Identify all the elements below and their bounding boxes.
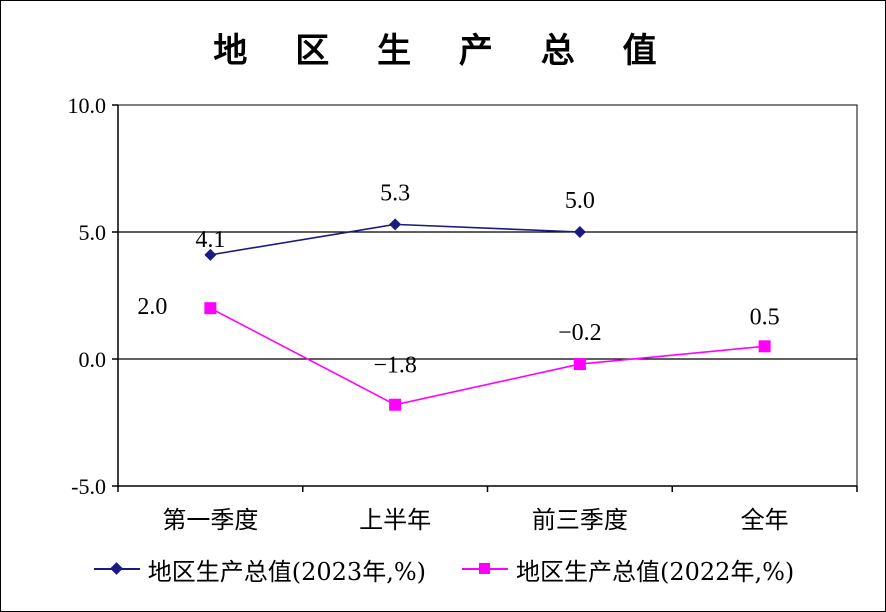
legend-swatch-2023 bbox=[93, 559, 140, 579]
y-tick-label-1: 5.0 bbox=[79, 220, 107, 245]
legend-label-2022: 地区生产总值(2022年,%) bbox=[516, 557, 795, 586]
series-1-data-label-0: 2.0 bbox=[137, 294, 167, 320]
x-tick-label-0: 第一季度 bbox=[162, 507, 258, 534]
x-tick-label-2: 前三季度 bbox=[532, 507, 628, 534]
series-1-point-1 bbox=[389, 398, 402, 411]
x-tick-label-1: 上半年 bbox=[359, 507, 431, 534]
legend-item-2022: 地区生产总值(2022年,%) bbox=[462, 552, 794, 587]
legend-swatch-2022 bbox=[462, 559, 508, 579]
legend: 地区生产总值(2023年,%) 地区生产总值(2022年,%) bbox=[1, 549, 885, 589]
series-0-data-label-2: 5.0 bbox=[565, 188, 595, 214]
series-1-point-2 bbox=[573, 358, 586, 371]
y-tick-label-0: 10.0 bbox=[68, 93, 107, 118]
series-0-data-label-1: 5.3 bbox=[380, 180, 410, 206]
series-0-data-label-0: 4.1 bbox=[195, 227, 225, 253]
series-1-data-label-3: 0.5 bbox=[750, 304, 780, 330]
series-0-point-2 bbox=[573, 226, 586, 238]
y-tick-label-3: -5.0 bbox=[71, 474, 106, 499]
plot-area bbox=[117, 104, 858, 487]
series-line-1 bbox=[210, 307, 765, 406]
series-1-point-3 bbox=[758, 340, 771, 353]
y-tick-label-2: 0.0 bbox=[79, 347, 107, 372]
x-tick-label-3: 全年 bbox=[741, 507, 789, 534]
plot-svg: 10.0 5.0 0.0 -5.0 第一季度 上半年 前三季度 全年 4.1 5.3 5.0 2.0… bbox=[68, 93, 858, 534]
chart-title: 地 区 生 产 总 值 bbox=[213, 31, 675, 71]
series-1-data-label-2: −0.2 bbox=[558, 320, 602, 346]
series-0-point-1 bbox=[389, 218, 402, 231]
series-1-point-0 bbox=[204, 302, 217, 315]
series bbox=[204, 218, 771, 411]
series-0-point-0 bbox=[204, 248, 217, 261]
gridlines bbox=[118, 231, 857, 360]
legend-item-2023: 地区生产总值(2023年,%) bbox=[93, 552, 426, 587]
data-labels: 4.1 5.3 5.0 2.0 −1.8 −0.2 0.5 bbox=[137, 180, 779, 378]
axes: 10.0 5.0 0.0 -5.0 第一季度 上半年 前三季度 全年 bbox=[68, 93, 858, 534]
series-1-data-label-1: −1.8 bbox=[373, 353, 417, 379]
legend-label-2023: 地区生产总值(2023年,%) bbox=[147, 557, 426, 586]
